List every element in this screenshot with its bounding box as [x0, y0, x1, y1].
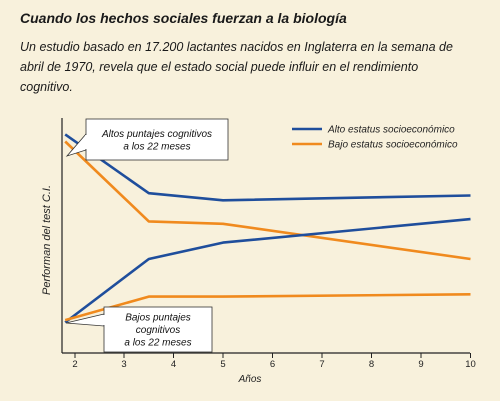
- legend-label: Bajo estatus socioeconómico: [328, 140, 458, 151]
- x-tick-label: 2: [72, 359, 77, 370]
- x-tick-label: 6: [270, 359, 275, 370]
- x-tick-label: 9: [418, 359, 423, 370]
- callout-frame: [85, 118, 229, 161]
- callout-text: a los 22 meses: [124, 338, 191, 349]
- x-tick-label: 4: [171, 359, 176, 370]
- series-line: [64, 133, 471, 202]
- x-tick-label: 3: [121, 359, 126, 370]
- callout-frame: [103, 306, 213, 353]
- axes: [61, 118, 470, 354]
- y-axis-label: Performan del test C.I.: [41, 185, 53, 295]
- callout-text: cognitivos: [136, 325, 180, 336]
- series-lines: [64, 133, 471, 324]
- x-ticks: 2 3 4 5 6 7 8 9 10: [72, 353, 476, 370]
- legend: Alto estatus socioeconómico Bajo estatus …: [292, 125, 458, 151]
- chart-title: Cuando los hechos sociales fuerzan a la …: [20, 10, 347, 26]
- x-axis-label: Años: [238, 374, 262, 385]
- legend-label: Alto estatus socioeconómico: [327, 125, 455, 136]
- callout-text: Altos puntajes cognitivos: [101, 129, 212, 140]
- chart-subtitle: Un estudio basado en 17.200 lactantes na…: [20, 40, 453, 94]
- series-line: [64, 140, 471, 261]
- x-tick-label: 5: [220, 359, 225, 370]
- x-tick-label: 10: [465, 359, 476, 370]
- callout-text: a los 22 meses: [123, 141, 190, 152]
- series-line: [64, 217, 471, 324]
- callout-text: Bajos puntajes: [125, 313, 191, 324]
- x-tick-label: 7: [319, 359, 324, 370]
- x-tick-label: 8: [369, 359, 374, 370]
